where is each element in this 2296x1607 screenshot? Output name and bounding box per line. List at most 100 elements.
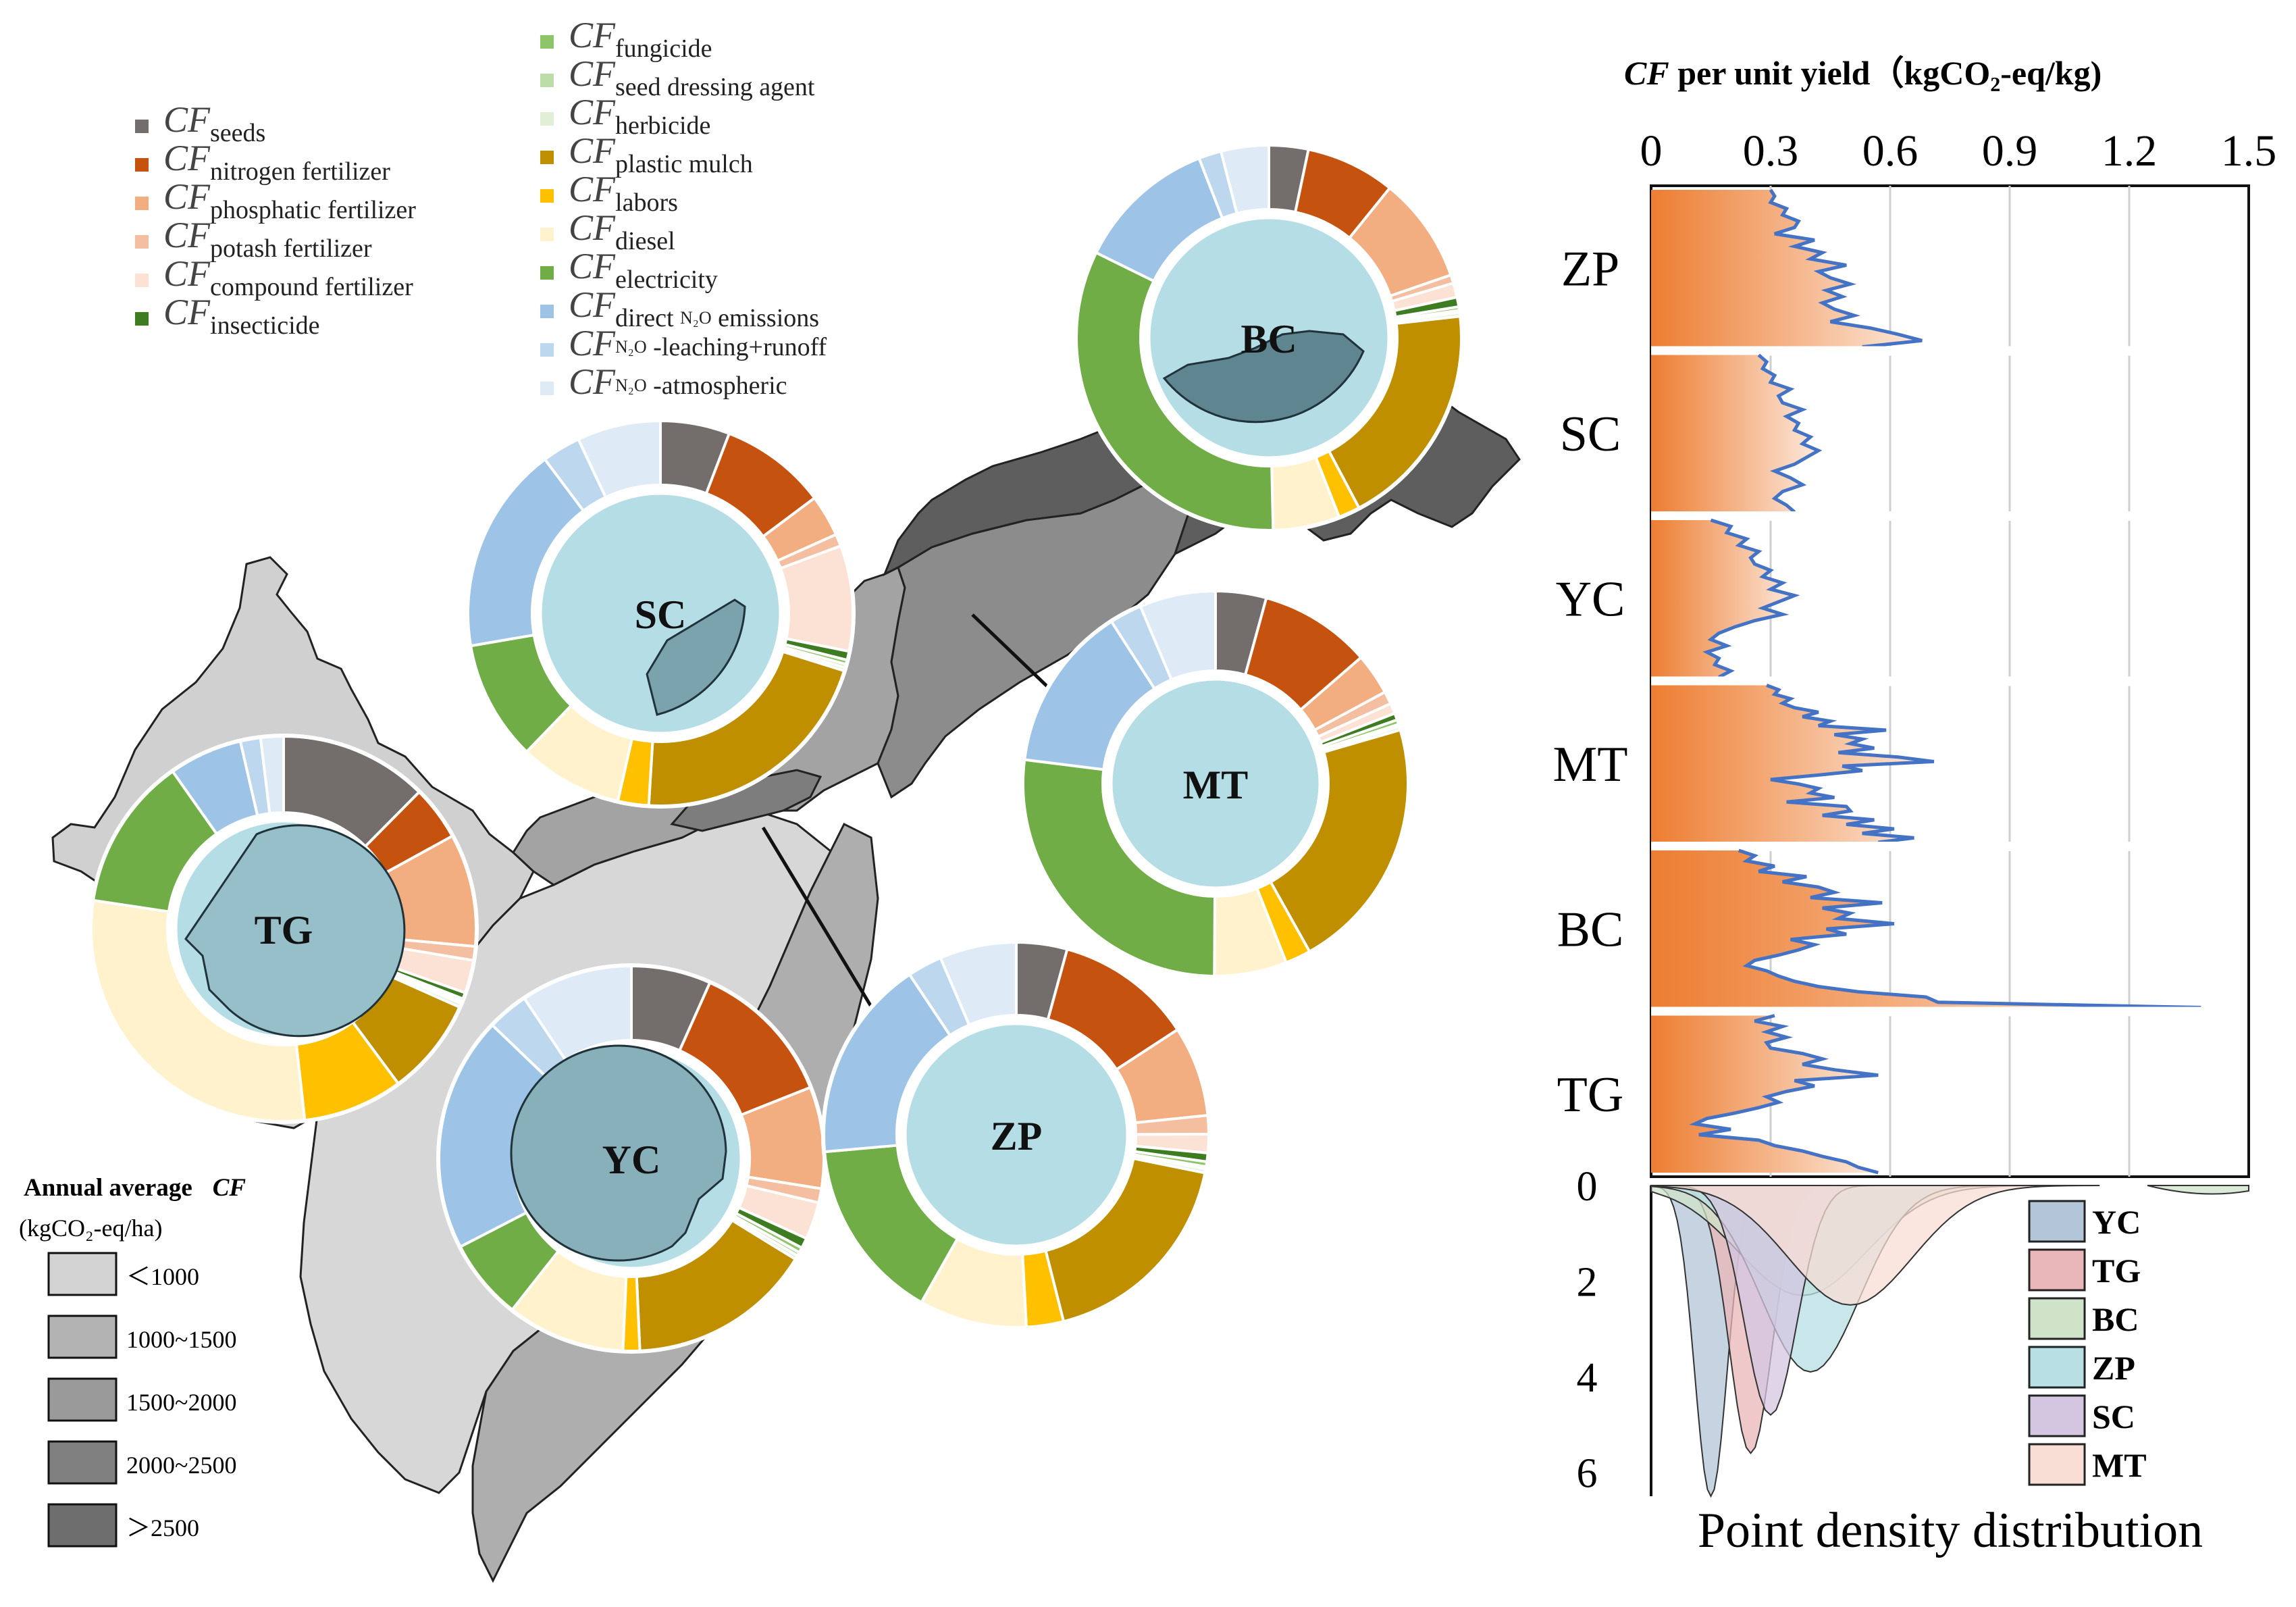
yield-band-tg: TG: [1557, 1014, 1879, 1175]
legend-swatch: [540, 189, 554, 203]
legend-item-seed_dressing: CFseed dressing agent: [540, 53, 815, 101]
legend-item-diesel: CFdiesel: [540, 207, 675, 255]
legend-label: CFinsecticide: [163, 292, 320, 340]
map-legend-swatch: [47, 1315, 118, 1359]
donut-slice-mt-plastic_mulch: [1268, 728, 1409, 954]
per-unit-yield-chart: CF per unit yield（kgCO₂-eq/kg) 0 0.3 0.6 0.…: [1553, 54, 2276, 1178]
donut-charts: BC SC MT TG YC ZP: [88, 143, 1464, 1354]
legend-swatch: [540, 112, 554, 126]
legend-swatch: [540, 151, 554, 164]
legend-swatch: [135, 235, 149, 249]
yield-region-label: ZP: [1561, 241, 1619, 297]
legend-swatch: [540, 228, 554, 241]
legend-label: CFN₂O -leaching+runoff: [569, 323, 827, 363]
legend-item-phosphatic: CFphosphatic fertilizer: [135, 176, 416, 224]
legend-item-nitrogen: CFnitrogen fertilizer: [135, 138, 390, 186]
legend-label: CFseeds: [163, 99, 265, 147]
donut-slice-bc-atmospheric: [1219, 143, 1270, 215]
density-legend-item-zp: ZP: [2028, 1346, 2135, 1389]
density-ytick-label: 0: [1577, 1164, 1598, 1210]
density-legend-swatch: [2028, 1200, 2086, 1243]
legend-label: CFfungicide: [569, 15, 712, 63]
legend-swatch: [135, 120, 149, 133]
legend-swatch: [540, 382, 554, 395]
legend-item-direct_n2o: CFdirect N₂O emissions: [540, 284, 819, 332]
legend-label: CFphosphatic fertilizer: [163, 176, 416, 224]
donut-mt: MT: [1020, 588, 1411, 979]
map-legend-swatch: [47, 1252, 118, 1296]
density-legend-swatch: [2028, 1297, 2086, 1340]
donut-label-tg: TG: [255, 908, 313, 952]
yield-xtick-label: 0.9: [1982, 126, 2038, 176]
legend-item-plastic_mulch: CFplastic mulch: [540, 130, 753, 178]
yield-trace-mt: [1766, 684, 1935, 844]
connector-mt: [971, 613, 1055, 694]
yield-trace-bc: [1738, 848, 2201, 1009]
yield-region-label: TG: [1557, 1067, 1624, 1123]
density-legend-item-sc: SC: [2028, 1394, 2135, 1437]
map-legend-bin: 2000~2500: [47, 1440, 236, 1485]
density-legend-swatch: [2028, 1394, 2086, 1437]
legend-item-fungicide: CFfungicide: [540, 15, 712, 63]
map-legend-swatch: [47, 1503, 118, 1548]
density-ytick-label: 2: [1577, 1260, 1598, 1306]
yield-band-area: [1651, 850, 2201, 1008]
yield-trace-zp: [1768, 188, 1923, 349]
donut-slice-sc-atmospheric: [576, 419, 662, 499]
yield-region-label: MT: [1553, 737, 1628, 792]
legend-label: CFplastic mulch: [569, 130, 753, 178]
legend-item-atmospheric: CFN₂O -atmospheric: [540, 361, 787, 402]
yield-trace-sc: [1757, 353, 1823, 513]
density-ytick-label: 4: [1577, 1355, 1598, 1401]
legend-swatch: [135, 274, 149, 287]
legend-swatch: [540, 35, 554, 49]
donut-bc: BC: [1074, 143, 1464, 533]
legend-item-herbicide: CFherbicide: [540, 92, 710, 140]
yield-band-area: [1651, 520, 1795, 678]
donut-label-mt: MT: [1183, 763, 1249, 807]
map-legend-bin: ＞2500: [47, 1503, 199, 1548]
legend-label: CFpotash fertilizer: [163, 215, 372, 263]
yield-chart-title: CF per unit yield（kgCO₂-eq/kg): [1624, 54, 2102, 92]
donut-slice-mt-atmospheric: [1139, 589, 1217, 682]
donut-slice-tg-diesel: [90, 898, 307, 1123]
donut-center-map-shape: [1162, 330, 1365, 424]
yield-band-area: [1651, 685, 1934, 842]
legend-item-leaching: CFN₂O -leaching+runoff: [540, 323, 827, 363]
map-legend-bin-label: 2000~2500: [126, 1452, 236, 1479]
donut-label-bc: BC: [1241, 317, 1297, 361]
density-axis-label: Point density distribution: [1698, 1503, 2203, 1558]
density-legend-label: YC: [2092, 1203, 2141, 1241]
donut-slice-sc-plastic_mulch: [647, 650, 846, 807]
yield-band-sc: SC: [1560, 353, 2232, 521]
yield-xtick-label: 1.2: [2102, 126, 2158, 176]
donut-label-yc: YC: [602, 1138, 661, 1182]
donut-slice-bc-plastic_mulch: [1327, 315, 1463, 510]
yield-band-yc: YC: [1556, 518, 2232, 686]
donut-center: [903, 1021, 1130, 1248]
legend-swatch: [540, 266, 554, 280]
legend-label: CFherbicide: [569, 92, 710, 140]
map-legend-title: Annual average CF: [24, 1174, 246, 1202]
yield-band-mt: MT: [1553, 684, 2232, 851]
legend-swatch: [540, 74, 554, 87]
donut-slice-tg-atmospheric: [259, 734, 285, 815]
donut-center-map-shape: [510, 1044, 727, 1262]
legend-item-labors: CFlabors: [540, 169, 678, 217]
yield-xtick-label: 0: [1640, 126, 1663, 176]
donut-label-sc: SC: [635, 592, 687, 637]
map-legend-bin: 1500~2000: [47, 1377, 236, 1422]
yield-band-bc: BC: [1557, 848, 2232, 1017]
donut-label-zp: ZP: [991, 1114, 1043, 1158]
density-legend-swatch: [2028, 1248, 2086, 1292]
donut-sc: SC: [465, 418, 856, 809]
legend-label: CFlabors: [569, 169, 678, 217]
legend-label: CFcompound fertilizer: [163, 253, 413, 301]
density-legend-swatch: [2028, 1346, 2086, 1389]
legend-label: CFnitrogen fertilizer: [163, 138, 390, 186]
map-legend-bin: 1000~1500: [47, 1315, 236, 1359]
yield-trace-yc: [1702, 518, 1800, 679]
legend-swatch: [540, 305, 554, 318]
legend-item-insecticide: CFinsecticide: [135, 292, 320, 340]
